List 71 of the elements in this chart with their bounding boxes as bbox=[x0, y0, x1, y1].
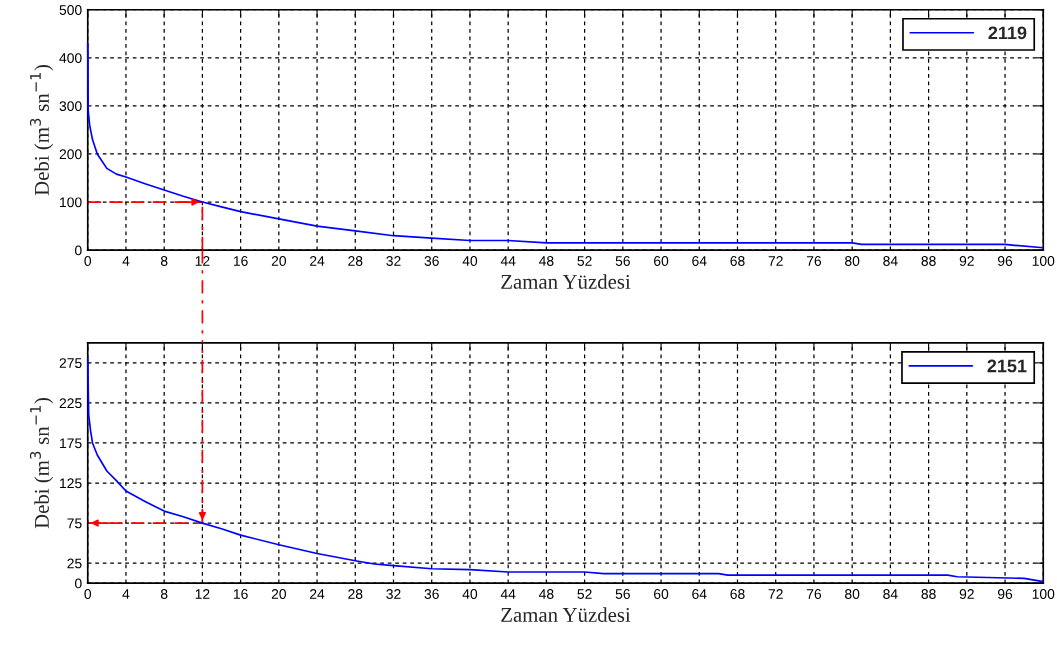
x-tick-label: 8 bbox=[160, 256, 168, 266]
x-tick-label: 100 bbox=[1032, 256, 1055, 266]
x-tick-label: 40 bbox=[462, 256, 478, 266]
y-axis-title: Debi (m$^{3}$ sn$^{−1}$) bbox=[29, 398, 54, 529]
x-tick-label: 76 bbox=[806, 589, 822, 599]
y-tick-label: 200 bbox=[59, 149, 82, 160]
x-tick-label: 96 bbox=[997, 256, 1013, 266]
x-tick-label: 0 bbox=[84, 589, 92, 599]
x-tick-label: 60 bbox=[654, 256, 669, 266]
x-tick-label: 24 bbox=[310, 589, 325, 599]
x-tick-label: 84 bbox=[883, 256, 898, 266]
x-tick-label: 56 bbox=[615, 256, 630, 266]
x-tick-label: 12 bbox=[195, 256, 210, 266]
y-tick-label: 275 bbox=[59, 358, 82, 368]
x-axis-title: Zaman Yüzdesi bbox=[501, 274, 631, 289]
x-tick-label: 20 bbox=[271, 256, 287, 266]
x-tick-label: 80 bbox=[845, 589, 860, 599]
y-tick-label: 0 bbox=[74, 578, 82, 589]
y-axis-title: Debi (m$^{3}$ sn$^{−1}$) bbox=[29, 64, 54, 196]
x-tick-label: 88 bbox=[921, 256, 936, 266]
x-tick-label: 48 bbox=[538, 589, 554, 599]
x-tick-label: 92 bbox=[959, 589, 974, 599]
x-tick-label: 52 bbox=[577, 589, 592, 599]
x-tick-label: 88 bbox=[921, 589, 936, 599]
x-tick-label: 28 bbox=[348, 589, 363, 599]
x-tick-label: 16 bbox=[233, 589, 248, 599]
y-tick-label: 225 bbox=[59, 398, 82, 409]
x-tick-label: 92 bbox=[959, 256, 974, 266]
x-tick-label: 60 bbox=[654, 589, 669, 599]
x-tick-label: 32 bbox=[386, 256, 401, 266]
x-tick-label: 64 bbox=[692, 589, 707, 599]
x-tick-label: 72 bbox=[768, 589, 783, 599]
x-tick-label: 64 bbox=[692, 256, 707, 266]
x-tick-label: 44 bbox=[500, 589, 516, 599]
y-tick-label: 75 bbox=[67, 518, 82, 529]
x-tick-label: 28 bbox=[348, 256, 363, 266]
x-axis-title: Zaman Yüzdesi bbox=[501, 607, 631, 622]
x-tick-label: 52 bbox=[577, 256, 592, 266]
x-tick-label: 84 bbox=[883, 589, 898, 599]
y-tick-label: 400 bbox=[59, 53, 82, 63]
x-tick-label: 4 bbox=[122, 589, 130, 599]
x-tick-label: 100 bbox=[1032, 589, 1055, 599]
x-tick-label: 48 bbox=[538, 256, 554, 266]
x-tick-label: 0 bbox=[84, 256, 92, 266]
x-tick-label: 8 bbox=[160, 589, 168, 599]
legend-label: 2151 bbox=[987, 359, 1027, 373]
x-tick-label: 32 bbox=[386, 589, 401, 599]
y-tick-label: 125 bbox=[60, 478, 82, 489]
x-tick-label: 12 bbox=[195, 589, 210, 599]
y-tick-label: 175 bbox=[60, 438, 82, 449]
x-tick-label: 20 bbox=[271, 589, 287, 599]
x-tick-label: 36 bbox=[424, 589, 439, 599]
x-tick-label: 80 bbox=[845, 256, 860, 266]
x-tick-label: 76 bbox=[806, 256, 822, 266]
x-tick-label: 68 bbox=[730, 589, 745, 599]
y-tick-label: 100 bbox=[60, 197, 82, 208]
x-tick-label: 72 bbox=[768, 256, 783, 266]
x-tick-label: 36 bbox=[424, 256, 439, 266]
legend-label: 2119 bbox=[988, 26, 1027, 40]
y-tick-label: 0 bbox=[74, 245, 82, 256]
y-tick-label: 500 bbox=[59, 5, 82, 15]
x-tick-label: 44 bbox=[500, 256, 516, 266]
x-tick-label: 24 bbox=[310, 256, 325, 266]
x-tick-label: 4 bbox=[122, 256, 130, 266]
y-tick-label: 300 bbox=[59, 101, 82, 112]
x-tick-label: 68 bbox=[730, 256, 745, 266]
y-tick-label: 25 bbox=[67, 558, 82, 569]
x-tick-label: 96 bbox=[997, 589, 1013, 599]
x-tick-label: 40 bbox=[462, 589, 478, 599]
x-tick-label: 16 bbox=[233, 256, 248, 266]
x-tick-label: 56 bbox=[615, 589, 630, 599]
